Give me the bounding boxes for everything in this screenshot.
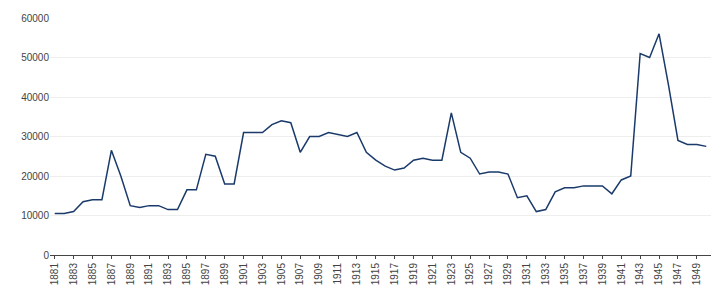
svg-text:1881: 1881 — [49, 263, 60, 286]
svg-text:1947: 1947 — [672, 263, 683, 286]
svg-text:0: 0 — [43, 250, 49, 261]
svg-text:1921: 1921 — [427, 263, 438, 286]
svg-text:1919: 1919 — [408, 263, 419, 286]
svg-text:1909: 1909 — [313, 263, 324, 286]
svg-text:1885: 1885 — [87, 263, 98, 286]
svg-text:1915: 1915 — [370, 263, 381, 286]
svg-text:1913: 1913 — [351, 263, 362, 286]
svg-text:40000: 40000 — [21, 92, 49, 103]
svg-text:1891: 1891 — [143, 263, 154, 286]
svg-text:1931: 1931 — [521, 263, 532, 286]
svg-text:1939: 1939 — [597, 263, 608, 286]
svg-text:1895: 1895 — [181, 263, 192, 286]
svg-text:1911: 1911 — [332, 263, 343, 285]
svg-text:10000: 10000 — [21, 210, 49, 221]
svg-text:1887: 1887 — [106, 263, 117, 286]
svg-text:1943: 1943 — [634, 263, 645, 286]
svg-text:20000: 20000 — [21, 171, 49, 182]
svg-text:1897: 1897 — [200, 263, 211, 286]
svg-text:1925: 1925 — [464, 263, 475, 286]
svg-text:1917: 1917 — [389, 263, 400, 286]
svg-text:1883: 1883 — [68, 263, 79, 286]
svg-text:1905: 1905 — [276, 263, 287, 286]
svg-text:1907: 1907 — [294, 263, 305, 286]
svg-text:1941: 1941 — [616, 263, 627, 286]
svg-text:1889: 1889 — [125, 263, 136, 286]
svg-text:1927: 1927 — [483, 263, 494, 286]
svg-text:1933: 1933 — [540, 263, 551, 286]
svg-text:50000: 50000 — [21, 52, 49, 63]
svg-text:1945: 1945 — [653, 263, 664, 286]
svg-text:1903: 1903 — [257, 263, 268, 286]
svg-text:1893: 1893 — [162, 263, 173, 286]
svg-text:1937: 1937 — [578, 263, 589, 286]
svg-text:1929: 1929 — [502, 263, 513, 286]
svg-text:1923: 1923 — [446, 263, 457, 286]
svg-text:30000: 30000 — [21, 131, 49, 142]
svg-text:1935: 1935 — [559, 263, 570, 286]
svg-text:1949: 1949 — [691, 263, 702, 286]
svg-text:1899: 1899 — [219, 263, 230, 286]
svg-text:60000: 60000 — [21, 13, 49, 24]
svg-text:1901: 1901 — [238, 263, 249, 286]
